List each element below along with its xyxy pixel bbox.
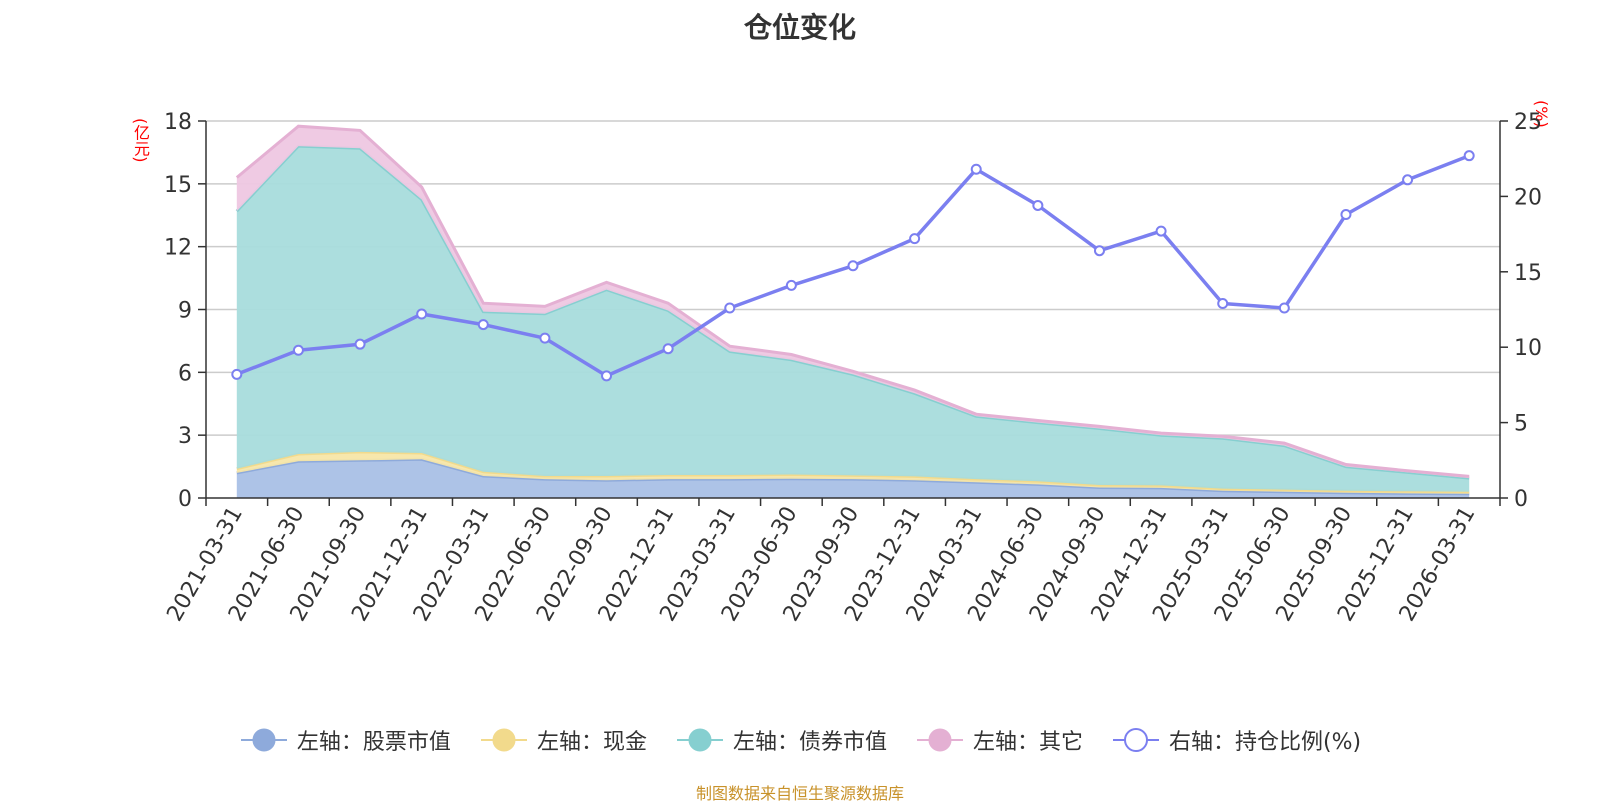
legend: 左轴：股票市值 左轴：现金 左轴：债券市值 左轴：其它 右轴：持仓比例(%): [0, 724, 1600, 756]
legend-item[interactable]: 左轴：现金: [479, 724, 647, 756]
left-tick-label: 15: [164, 173, 192, 198]
ratio-point: [1032, 199, 1044, 211]
legend-label: 左轴：现金: [536, 730, 647, 755]
left-tick-label: 18: [164, 110, 192, 135]
legend-label: 右轴：持仓比例(%): [1168, 730, 1362, 755]
right-tick-label: 0: [1514, 487, 1528, 512]
right-tick-label: 25: [1514, 110, 1542, 135]
legend-label: 左轴：其它: [972, 730, 1083, 755]
ratio-point: [1217, 297, 1229, 309]
ratio-point: [601, 370, 613, 382]
legend-item[interactable]: 右轴：持仓比例(%): [1111, 724, 1361, 756]
legend-marker-icon: [1112, 728, 1159, 752]
ratio-point: [1463, 150, 1475, 162]
right-tick-label: 10: [1514, 336, 1542, 361]
ratio-point: [724, 302, 736, 314]
chart-canvas: 036912151805101520252021-03-312021-06-30…: [162, 110, 1542, 626]
chart-title: 仓位变化: [743, 11, 856, 44]
ratio-point: [354, 338, 366, 350]
ratio-point: [785, 279, 797, 291]
legend-item[interactable]: 左轴：股票市值: [239, 724, 451, 756]
ratio-point: [1093, 245, 1105, 257]
left-tick-label: 12: [164, 236, 192, 261]
right-tick-label: 5: [1514, 412, 1528, 437]
ratio-point: [1155, 225, 1167, 237]
left-tick-label: 0: [178, 487, 192, 512]
right-tick-label: 15: [1514, 261, 1542, 286]
area-series-2: [236, 146, 1470, 492]
legend-label: 左轴：股票市值: [296, 730, 451, 755]
ratio-point: [1278, 302, 1290, 314]
left-tick-label: 6: [178, 361, 192, 386]
left-axis-unit: (亿元): [131, 118, 150, 163]
ratio-point: [477, 319, 489, 331]
legend-marker-icon: [916, 728, 963, 752]
ratio-point: [292, 344, 304, 356]
legend-item[interactable]: 左轴：债券市值: [675, 724, 887, 756]
ratio-point: [231, 368, 243, 380]
legend-marker-icon: [240, 728, 287, 752]
source-note: 制图数据来自恒生聚源数据库: [695, 784, 904, 803]
legend-marker-icon: [676, 728, 723, 752]
legend-item[interactable]: 左轴：其它: [915, 724, 1083, 756]
legend-marker-icon: [480, 728, 527, 752]
left-tick-label: 9: [178, 299, 192, 324]
ratio-point: [1402, 174, 1414, 186]
legend-label: 左轴：债券市值: [732, 730, 887, 755]
area-series-edge-3: [235, 124, 1470, 478]
left-tick-label: 3: [178, 424, 192, 449]
ratio-point: [970, 163, 982, 175]
ratio-point: [847, 260, 859, 272]
right-tick-label: 20: [1514, 185, 1542, 210]
ratio-point: [909, 233, 921, 245]
ratio-point: [662, 343, 674, 355]
ratio-point: [1340, 208, 1352, 220]
right-axis-unit: (%): [1532, 100, 1551, 128]
ratio-point: [416, 308, 428, 320]
ratio-point: [539, 332, 551, 344]
